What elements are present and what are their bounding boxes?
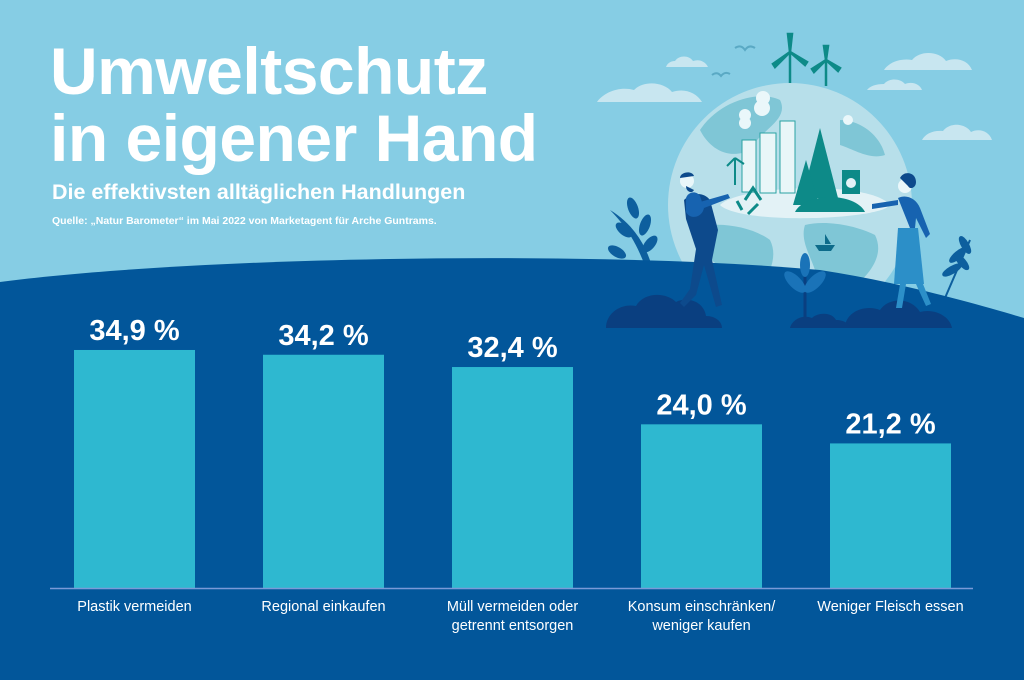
person-icon	[872, 173, 931, 308]
bars-group	[74, 349, 951, 588]
value-label: 34,2 %	[278, 320, 368, 352]
subtitle: Die effektivsten alltäglichen Handlungen	[52, 180, 466, 204]
category-label-line: Weniger Fleisch essen	[817, 599, 963, 615]
bird-icon	[711, 71, 731, 78]
cloud-icon	[597, 83, 702, 102]
category-label: Weniger Fleisch essen	[817, 599, 963, 615]
recycle-icon	[735, 185, 763, 216]
cloud-icon	[666, 56, 708, 67]
value-label: 24,0 %	[656, 389, 746, 421]
wind-turbines	[771, 32, 842, 86]
category-label-line: Plastik vermeiden	[77, 599, 191, 615]
source-note: Quelle: „Natur Barometer“ im Mai 2022 vo…	[52, 215, 437, 227]
bird-icon	[734, 45, 756, 52]
value-label: 32,4 %	[467, 332, 557, 364]
building-icon	[741, 120, 796, 194]
category-label: Regional einkaufen	[261, 599, 385, 615]
category-label-line: Regional einkaufen	[261, 599, 385, 615]
page-title-line-2: in eigener Hand	[50, 101, 538, 175]
person-icon	[680, 172, 730, 307]
tree-icon	[793, 128, 838, 205]
cloud-icon	[867, 79, 922, 90]
category-label-line: weniger kaufen	[651, 618, 750, 634]
wind-turbine-icon	[771, 32, 809, 84]
bar	[74, 349, 195, 588]
value-label: 21,2 %	[845, 408, 935, 440]
boat-icon	[815, 234, 835, 251]
category-label-line: Konsum einschränken/	[628, 599, 776, 615]
category-label: Müll vermeiden oder getrennt entsorgen	[447, 599, 579, 634]
page-title-line-1: Umweltschutz	[50, 34, 488, 108]
cloud-icon	[884, 52, 972, 70]
plant-icon	[942, 236, 972, 299]
cloud-icon	[922, 124, 992, 140]
category-label-line: getrennt entsorgen	[452, 618, 574, 634]
plant-icon	[784, 253, 826, 318]
wind-turbine-icon	[726, 157, 745, 185]
category-label: Plastik vermeiden	[77, 599, 191, 615]
value-label: 34,9 %	[89, 315, 179, 347]
birds	[711, 45, 756, 78]
category-label: Konsum einschränken/weniger kaufen	[628, 599, 776, 634]
bar	[641, 424, 762, 588]
category-labels-group: Plastik vermeiden Regional einkaufen Müll …	[77, 599, 963, 634]
bar	[452, 367, 573, 588]
wind-turbine-icon	[810, 44, 842, 86]
category-label-line: Müll vermeiden oder	[447, 599, 579, 615]
bar	[830, 443, 951, 588]
value-labels-group: 34,9 % 34,2 % 32,4 % 24,0 % 21,2 %	[89, 315, 935, 440]
clouds	[597, 52, 992, 140]
bar	[263, 354, 384, 588]
